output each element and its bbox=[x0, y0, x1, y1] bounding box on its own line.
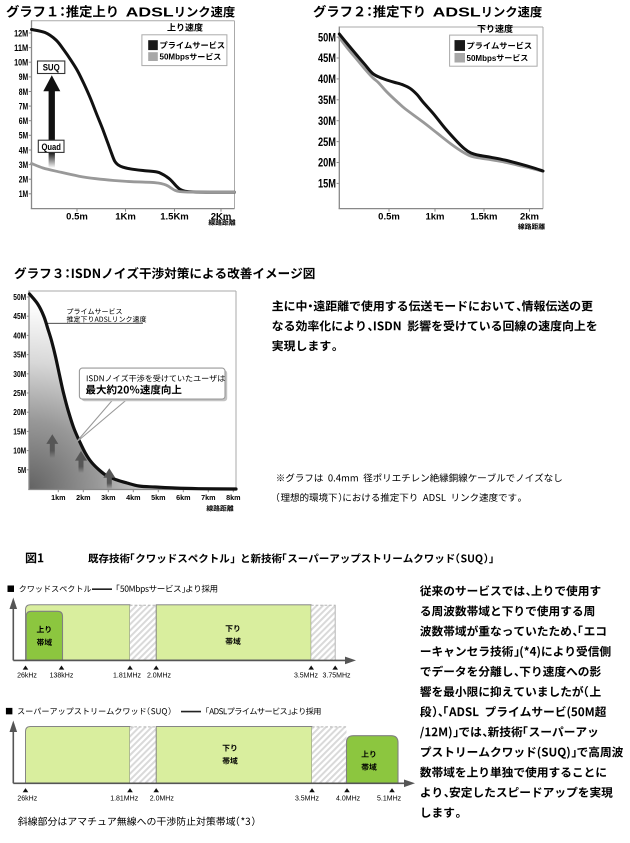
svg-text:1Km: 1Km bbox=[115, 211, 136, 222]
svg-text:3.5MHz: 3.5MHz bbox=[294, 672, 319, 679]
svg-text:35M: 35M bbox=[13, 350, 26, 360]
svg-text:10M: 10M bbox=[14, 57, 28, 68]
svg-text:1.81MHz: 1.81MHz bbox=[113, 672, 142, 679]
svg-text:50M: 50M bbox=[13, 292, 26, 302]
svg-text:6km: 6km bbox=[176, 493, 190, 502]
svg-text:3.5MHz: 3.5MHz bbox=[295, 795, 320, 802]
svg-text:45M: 45M bbox=[13, 311, 26, 321]
svg-text:26kHz: 26kHz bbox=[17, 672, 37, 679]
svg-text:45M: 45M bbox=[318, 51, 336, 65]
svg-text:2Km: 2Km bbox=[211, 211, 232, 222]
svg-text:20M: 20M bbox=[13, 407, 26, 417]
svg-text:0.5m: 0.5m bbox=[66, 211, 88, 222]
svg-text:3.75MHz: 3.75MHz bbox=[322, 672, 351, 679]
svg-text:0.5m: 0.5m bbox=[378, 211, 400, 222]
svg-text:2km: 2km bbox=[76, 493, 90, 502]
svg-text:11M: 11M bbox=[14, 42, 28, 53]
svg-text:3M: 3M bbox=[19, 159, 29, 170]
svg-text:4M: 4M bbox=[19, 144, 29, 155]
svg-text:30M: 30M bbox=[318, 114, 336, 128]
svg-text:1.5Km: 1.5Km bbox=[160, 211, 189, 222]
svg-text:ADSL: ADSL bbox=[433, 4, 481, 19]
svg-text:ADSL: ADSL bbox=[126, 4, 174, 19]
svg-text:4.0MHz: 4.0MHz bbox=[336, 795, 361, 802]
svg-text:9M: 9M bbox=[19, 71, 29, 82]
svg-text:1.5km: 1.5km bbox=[471, 211, 498, 222]
svg-text:50Mbps: 50Mbps bbox=[467, 54, 497, 63]
svg-text:5.1MHz: 5.1MHz bbox=[377, 795, 402, 802]
svg-text:50Mbps: 50Mbps bbox=[160, 53, 190, 62]
svg-text:10M: 10M bbox=[13, 446, 26, 456]
svg-text:25M: 25M bbox=[318, 135, 336, 149]
svg-text:6M: 6M bbox=[19, 115, 29, 126]
svg-text:138kHz: 138kHz bbox=[50, 672, 74, 679]
svg-text:8M: 8M bbox=[19, 86, 29, 97]
svg-text:SUQ: SUQ bbox=[43, 61, 60, 72]
svg-text:2M: 2M bbox=[19, 174, 29, 185]
svg-text:30M: 30M bbox=[13, 369, 26, 379]
svg-text:35M: 35M bbox=[318, 93, 336, 107]
svg-text:1M: 1M bbox=[19, 188, 29, 199]
svg-text:2.0MHz: 2.0MHz bbox=[147, 672, 172, 679]
svg-text:40M: 40M bbox=[318, 72, 336, 86]
svg-text:5M: 5M bbox=[18, 465, 27, 475]
svg-text:Quad: Quad bbox=[41, 142, 61, 153]
svg-text:7M: 7M bbox=[19, 100, 29, 111]
svg-text:15M: 15M bbox=[318, 177, 336, 191]
svg-text:1.81MHz: 1.81MHz bbox=[110, 795, 139, 802]
svg-text:2km: 2km bbox=[520, 211, 539, 222]
svg-text:26kHz: 26kHz bbox=[17, 795, 37, 802]
svg-text:3km: 3km bbox=[101, 493, 115, 502]
svg-text:25M: 25M bbox=[13, 388, 26, 398]
svg-text:1km: 1km bbox=[425, 211, 444, 222]
svg-text:15M: 15M bbox=[13, 426, 26, 436]
svg-text:7km: 7km bbox=[201, 493, 215, 502]
svg-text:1km: 1km bbox=[51, 493, 65, 502]
svg-text:20M: 20M bbox=[318, 156, 336, 170]
svg-text:5M: 5M bbox=[19, 130, 29, 141]
svg-text:8km: 8km bbox=[226, 493, 240, 502]
svg-text:4km: 4km bbox=[126, 493, 140, 502]
svg-text:5km: 5km bbox=[151, 493, 165, 502]
svg-text:50M: 50M bbox=[318, 30, 336, 44]
svg-text:2.0MHz: 2.0MHz bbox=[150, 795, 175, 802]
svg-text:12M: 12M bbox=[14, 27, 28, 38]
svg-text:40M: 40M bbox=[13, 330, 26, 340]
